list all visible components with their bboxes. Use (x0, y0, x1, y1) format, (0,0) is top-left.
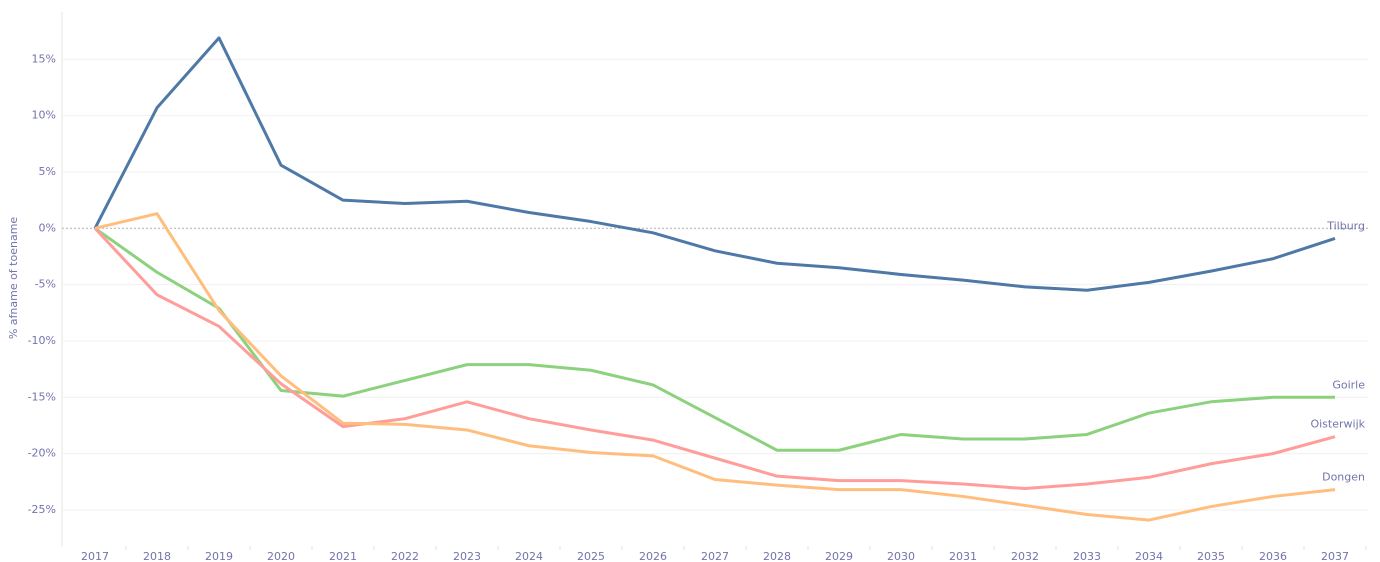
x-tick-label: 2024 (515, 550, 543, 562)
x-tick-label: 2030 (887, 550, 915, 562)
x-tick-label: 2027 (701, 550, 729, 562)
x-tick-label: 2021 (329, 550, 357, 562)
series-line (94, 212, 1336, 522)
y-tick-label: -25% (28, 503, 56, 516)
x-tick-label: 2037 (1321, 550, 1349, 562)
x-tick-label: 2033 (1073, 550, 1101, 562)
x-tick-label: 2028 (763, 550, 791, 562)
series-label: Dongen (1322, 471, 1365, 484)
series-line (93, 36, 1336, 292)
x-tick-label: 2022 (391, 550, 419, 562)
series-label: Oisterwijk (1310, 418, 1365, 431)
x-tick-label: 2036 (1259, 550, 1287, 562)
x-tick-label: 2020 (267, 550, 295, 562)
y-tick-label: -15% (28, 390, 56, 403)
x-tick-label: 2017 (81, 550, 109, 562)
y-tick-label: 0% (39, 221, 56, 234)
x-tick-label: 2029 (825, 550, 853, 562)
x-tick-label: 2032 (1011, 550, 1039, 562)
y-tick-label: 15% (32, 52, 56, 65)
y-tick-label: 5% (39, 165, 56, 178)
x-tick-label: 2026 (639, 550, 667, 562)
series-label: Goirle (1332, 378, 1365, 391)
x-tick-label: 2018 (143, 550, 171, 562)
x-tick-label: 2019 (205, 550, 233, 562)
x-tick-label: 2025 (577, 550, 605, 562)
y-tick-label: -10% (28, 334, 56, 347)
x-tick-label: 2035 (1197, 550, 1225, 562)
y-tick-label: 10% (32, 109, 56, 122)
x-tick-label: 2031 (949, 550, 977, 562)
x-tick-label: 2034 (1135, 550, 1163, 562)
series-line (94, 227, 1335, 452)
x-tick-label: 2023 (453, 550, 481, 562)
series-label: Tilburg (1326, 219, 1365, 232)
y-tick-label: -20% (28, 447, 56, 460)
y-tick-label: -5% (35, 278, 56, 291)
series-line (93, 227, 1336, 491)
y-axis-label: % afname of toename (7, 217, 20, 340)
